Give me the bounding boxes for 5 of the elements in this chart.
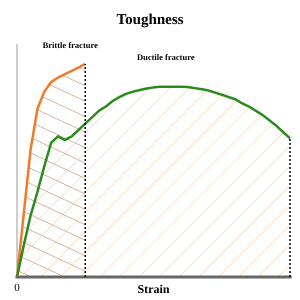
text: 0: [14, 282, 20, 294]
x-axis-title: Strain: [137, 282, 170, 296]
text: Brittle fracture: [42, 40, 98, 50]
text: Ductile fracture: [136, 52, 195, 62]
chart-title: Toughness: [116, 12, 184, 28]
